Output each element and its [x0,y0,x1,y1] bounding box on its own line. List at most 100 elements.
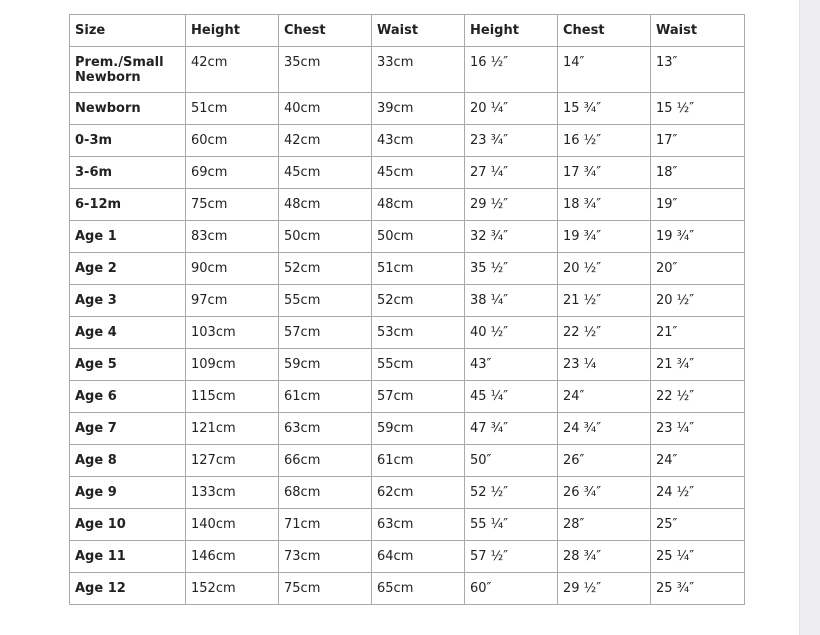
measurement-cell: 61cm [371,444,465,477]
size-cell: Age 8 [69,444,186,477]
measurement-cell: 71cm [278,508,372,541]
measurement-cell: 42cm [278,124,372,157]
measurement-cell: 26 ¾″ [557,476,651,509]
measurement-cell: 24 ¾″ [557,412,651,445]
measurement-cell: 21 ½″ [557,284,651,317]
measurement-cell: 75cm [278,572,372,605]
table-row: Age 7 121cm 63cm 59cm 47 ¾″ 24 ¾″ 23 ¼″ [69,412,745,445]
measurement-cell: 20″ [650,252,745,285]
table-row: Age 2 90cm 52cm 51cm 35 ½″ 20 ½″ 20″ [69,252,745,285]
table-row: Age 5 109cm 59cm 55cm 43″ 23 ¼ 21 ¾″ [69,348,745,381]
measurement-cell: 57 ½″ [464,540,558,573]
measurement-cell: 51cm [185,92,279,125]
measurement-cell: 121cm [185,412,279,445]
size-cell: Age 11 [69,540,186,573]
measurement-cell: 61cm [278,380,372,413]
measurement-cell: 39cm [371,92,465,125]
table-row: Age 4 103cm 57cm 53cm 40 ½″ 22 ½″ 21″ [69,316,745,349]
measurement-cell: 97cm [185,284,279,317]
measurement-cell: 18 ¾″ [557,188,651,221]
measurement-cell: 24″ [650,444,745,477]
table-row: Age 6 115cm 61cm 57cm 45 ¼″ 24″ 22 ½″ [69,380,745,413]
size-cell: Age 3 [69,284,186,317]
measurement-cell: 59cm [371,412,465,445]
table-row: Prem./Small Newborn 42cm 35cm 33cm 16 ½″ 14″ 1… [69,46,745,93]
header-row: Size Height Chest Waist Height Chest Waist [69,14,745,47]
size-cell: Age 12 [69,572,186,605]
table-row: Age 9 133cm 68cm 62cm 52 ½″ 26 ¾″ 24 ½″ [69,476,745,509]
measurement-cell: 140cm [185,508,279,541]
measurement-cell: 43cm [371,124,465,157]
measurement-cell: 146cm [185,540,279,573]
measurement-cell: 20 ½″ [557,252,651,285]
table-row: Age 11 146cm 73cm 64cm 57 ½″ 28 ¾″ 25 ¼″ [69,540,745,573]
measurement-cell: 48cm [278,188,372,221]
measurement-cell: 63cm [371,508,465,541]
measurement-cell: 16 ½″ [557,124,651,157]
column-header: Chest [557,14,651,47]
measurement-cell: 53cm [371,316,465,349]
measurement-cell: 25″ [650,508,745,541]
measurement-cell: 24 ½″ [650,476,745,509]
page-edge [799,0,820,635]
measurement-cell: 73cm [278,540,372,573]
measurement-cell: 50cm [371,220,465,253]
measurement-cell: 38 ¼″ [464,284,558,317]
measurement-cell: 26″ [557,444,651,477]
measurement-cell: 83cm [185,220,279,253]
size-cell: 6-12m [69,188,186,221]
measurement-cell: 48cm [371,188,465,221]
size-cell: Age 5 [69,348,186,381]
measurement-cell: 57cm [278,316,372,349]
measurement-cell: 35cm [278,46,372,93]
measurement-cell: 63cm [278,412,372,445]
measurement-cell: 133cm [185,476,279,509]
table-row: Newborn 51cm 40cm 39cm 20 ¼″ 15 ¾″ 15 ½″ [69,92,745,125]
measurement-cell: 21″ [650,316,745,349]
measurement-cell: 66cm [278,444,372,477]
measurement-cell: 55 ¼″ [464,508,558,541]
size-cell: Age 9 [69,476,186,509]
measurement-cell: 109cm [185,348,279,381]
measurement-cell: 50″ [464,444,558,477]
size-cell: Newborn [69,92,186,125]
measurement-cell: 22 ½″ [557,316,651,349]
column-header: Height [464,14,558,47]
measurement-cell: 52cm [278,252,372,285]
size-cell: Age 7 [69,412,186,445]
measurement-cell: 22 ½″ [650,380,745,413]
measurement-cell: 103cm [185,316,279,349]
measurement-cell: 64cm [371,540,465,573]
table-row: Age 3 97cm 55cm 52cm 38 ¼″ 21 ½″ 20 ½″ [69,284,745,317]
measurement-cell: 62cm [371,476,465,509]
column-header: Chest [278,14,372,47]
measurement-cell: 59cm [278,348,372,381]
measurement-cell: 90cm [185,252,279,285]
measurement-cell: 45cm [371,156,465,189]
size-cell: Age 6 [69,380,186,413]
measurement-cell: 23 ¼″ [650,412,745,445]
measurement-cell: 32 ¾″ [464,220,558,253]
measurement-cell: 45 ¼″ [464,380,558,413]
measurement-cell: 60″ [464,572,558,605]
measurement-cell: 25 ¼″ [650,540,745,573]
measurement-cell: 28″ [557,508,651,541]
table-row: Age 12 152cm 75cm 65cm 60″ 29 ½″ 25 ¾″ [69,572,745,605]
measurement-cell: 47 ¾″ [464,412,558,445]
measurement-cell: 45cm [278,156,372,189]
measurement-cell: 20 ½″ [650,284,745,317]
measurement-cell: 15 ¾″ [557,92,651,125]
measurement-cell: 75cm [185,188,279,221]
size-chart-table: Size Height Chest Waist Height Chest Waist Prem… [69,14,745,605]
measurement-cell: 68cm [278,476,372,509]
measurement-cell: 60cm [185,124,279,157]
measurement-cell: 19 ¾″ [557,220,651,253]
measurement-cell: 29 ½″ [557,572,651,605]
column-header: Waist [371,14,465,47]
measurement-cell: 19 ¾″ [650,220,745,253]
measurement-cell: 55cm [278,284,372,317]
measurement-cell: 14″ [557,46,651,93]
size-cell: 0-3m [69,124,186,157]
measurement-cell: 25 ¾″ [650,572,745,605]
measurement-cell: 18″ [650,156,745,189]
